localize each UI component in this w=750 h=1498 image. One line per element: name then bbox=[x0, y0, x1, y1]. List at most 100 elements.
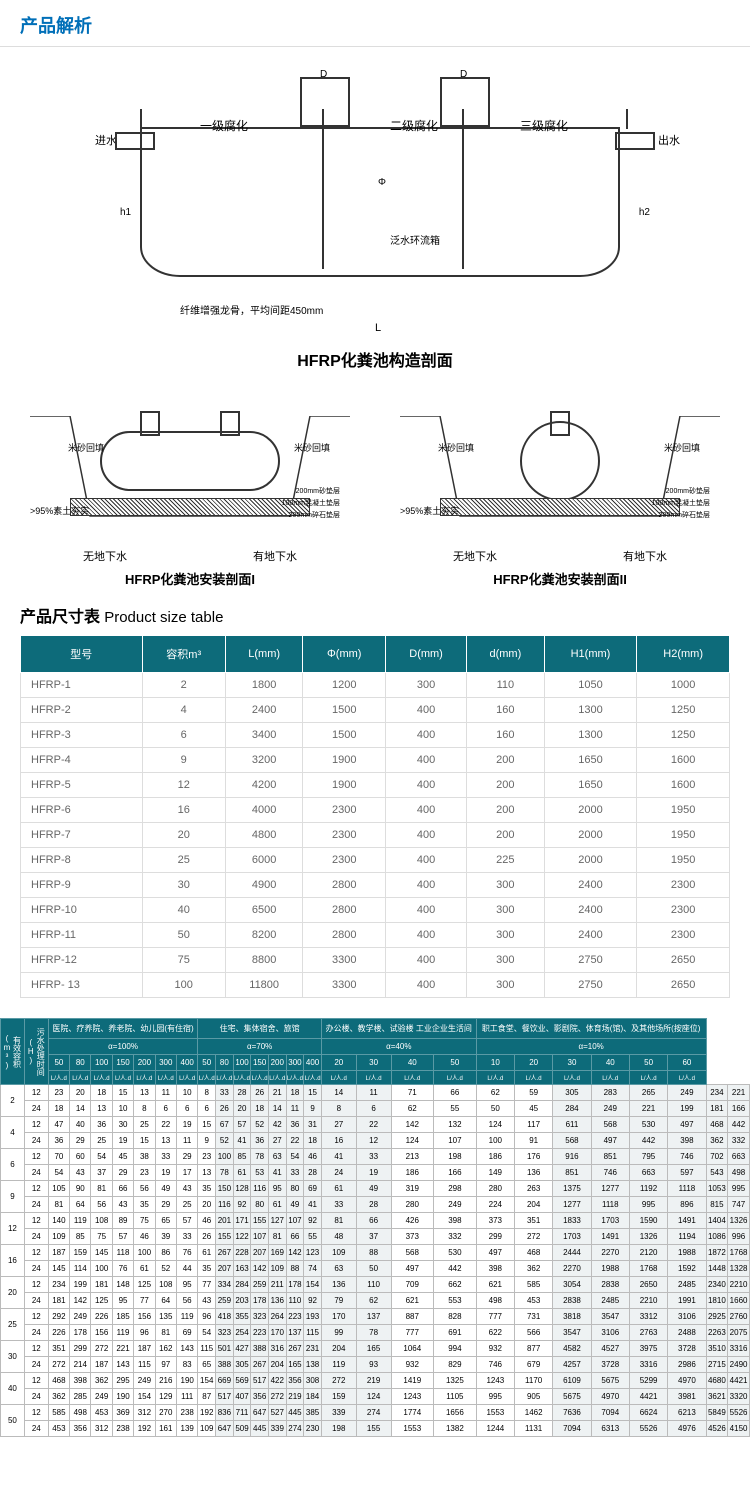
cap-value: 4970 bbox=[668, 1373, 706, 1389]
cap-cell: 12 bbox=[1, 1213, 25, 1245]
cap-value: 1194 bbox=[668, 1229, 706, 1245]
cap-col: 20 bbox=[515, 1055, 553, 1071]
cap-value: 88 bbox=[356, 1245, 391, 1261]
cap-value: 148 bbox=[112, 1277, 133, 1293]
cap-value: 143 bbox=[176, 1341, 197, 1357]
cap-row: 2122320181513111083328262118151411716662… bbox=[1, 1085, 750, 1101]
cap-value: 1243 bbox=[476, 1373, 514, 1389]
cap-value: 4421 bbox=[629, 1389, 667, 1405]
cap-value: 453 bbox=[48, 1421, 69, 1437]
cap-value: 111 bbox=[176, 1389, 197, 1405]
cap-value: 356 bbox=[251, 1389, 269, 1405]
layer-1b: 200mm砂垫层 bbox=[666, 486, 710, 496]
cap-hour: 12 bbox=[24, 1085, 48, 1101]
cap-value: 176 bbox=[515, 1149, 553, 1165]
cap-value: 2490 bbox=[728, 1357, 750, 1373]
cap-row: 5012585498453369312270238192836711647527… bbox=[1, 1405, 750, 1421]
cap-value: 527 bbox=[268, 1405, 286, 1421]
cap-value: 166 bbox=[434, 1165, 477, 1181]
cap-value: 308 bbox=[304, 1373, 322, 1389]
cap-value: 109 bbox=[268, 1261, 286, 1277]
cap-value: 373 bbox=[391, 1229, 434, 1245]
cap-value: 128 bbox=[233, 1181, 251, 1197]
cap-value: 67 bbox=[216, 1117, 234, 1133]
cap-value: 1810 bbox=[706, 1293, 728, 1309]
cap-value: 166 bbox=[728, 1101, 750, 1117]
cap-value: 298 bbox=[434, 1181, 477, 1197]
cap-value: 16 bbox=[321, 1133, 356, 1149]
cap-value: 270 bbox=[155, 1405, 176, 1421]
tank-cross-section-diagram: D D 进水 出水 一级腐化 二级腐化 三级腐化 h1 h2 Φ 泛水环流箱 纤… bbox=[40, 77, 710, 337]
cap-value: 165 bbox=[356, 1341, 391, 1357]
cap-hour: 12 bbox=[24, 1277, 48, 1293]
cap-value: 78 bbox=[356, 1325, 391, 1341]
cap-unit: L/人.d bbox=[321, 1071, 356, 1085]
cap-value: 829 bbox=[434, 1357, 477, 1373]
cap-value: 4257 bbox=[553, 1357, 591, 1373]
layer-3: 200mm碎石垫层 bbox=[289, 510, 340, 520]
cap-hour: 12 bbox=[24, 1149, 48, 1165]
cap-value: 219 bbox=[356, 1373, 391, 1389]
cap-value: 2340 bbox=[706, 1277, 728, 1293]
sand-right-2: 米砂回填 bbox=[664, 441, 700, 454]
cap-value: 2120 bbox=[629, 1245, 667, 1261]
cap-col: 40 bbox=[391, 1055, 434, 1071]
cap-row: 2422617815611996816954323254223170137115… bbox=[1, 1325, 750, 1341]
cap-cell: 6 bbox=[1, 1149, 25, 1181]
cap-value: 199 bbox=[668, 1101, 706, 1117]
cap-value: 77 bbox=[198, 1277, 216, 1293]
cap-value: 851 bbox=[553, 1165, 591, 1181]
cap-value: 181 bbox=[48, 1293, 69, 1309]
cap-value: 181 bbox=[706, 1101, 728, 1117]
cap-value: 213 bbox=[391, 1149, 434, 1165]
cap-value: 53 bbox=[251, 1165, 269, 1181]
cap-value: 702 bbox=[706, 1149, 728, 1165]
cap-value: 777 bbox=[391, 1325, 434, 1341]
cap-value: 2838 bbox=[553, 1293, 591, 1309]
cap-value: 13 bbox=[134, 1085, 155, 1101]
cap-value: 56 bbox=[176, 1293, 197, 1309]
cap-value: 44 bbox=[176, 1261, 197, 1277]
chamber-divider-2 bbox=[462, 109, 464, 269]
cap-value: 14 bbox=[70, 1101, 91, 1117]
size-row: HFRP-121800120030011010501000 bbox=[21, 673, 730, 698]
cap-value: 92 bbox=[304, 1293, 322, 1309]
cap-value: 90 bbox=[70, 1181, 91, 1197]
cap-value: 62 bbox=[356, 1293, 391, 1309]
cap-value: 662 bbox=[434, 1277, 477, 1293]
cap-value: 143 bbox=[112, 1357, 133, 1373]
cap-value: 20 bbox=[233, 1101, 251, 1117]
cap-value: 259 bbox=[251, 1277, 269, 1293]
cap-col: 150 bbox=[251, 1055, 269, 1071]
cap-value: 156 bbox=[91, 1325, 112, 1341]
cap-value: 299 bbox=[476, 1229, 514, 1245]
cap-value: 41 bbox=[304, 1197, 322, 1213]
cap-value: 55 bbox=[304, 1229, 322, 1245]
cap-value: 1419 bbox=[391, 1373, 434, 1389]
cap-value: 110 bbox=[356, 1277, 391, 1293]
cap-value: 203 bbox=[233, 1293, 251, 1309]
cap-row: 2418114212595776456432592031781361109279… bbox=[1, 1293, 750, 1309]
size-header: Φ(mm) bbox=[303, 636, 386, 673]
cap-hour: 12 bbox=[24, 1341, 48, 1357]
cap-value: 71 bbox=[391, 1085, 434, 1101]
main-diagram-area: D D 进水 出水 一级腐化 二级腐化 三级腐化 h1 h2 Φ 泛水环流箱 纤… bbox=[0, 57, 750, 406]
cap-value: 1277 bbox=[553, 1197, 591, 1213]
cap-value: 52 bbox=[251, 1117, 269, 1133]
cap-value: 81 bbox=[268, 1229, 286, 1245]
cap-value: 54 bbox=[91, 1149, 112, 1165]
cap-value: 373 bbox=[476, 1213, 514, 1229]
cap-col: 300 bbox=[155, 1055, 176, 1071]
cap-value: 171 bbox=[233, 1213, 251, 1229]
cap-value: 145 bbox=[48, 1261, 69, 1277]
cap-value: 501 bbox=[216, 1341, 234, 1357]
cap-value: 385 bbox=[304, 1405, 322, 1421]
cap-row: 2454433729231917137861534133282419186166… bbox=[1, 1165, 750, 1181]
cap-cell: 4 bbox=[1, 1117, 25, 1149]
cap-value: 1462 bbox=[515, 1405, 553, 1421]
cap-hour: 24 bbox=[24, 1197, 48, 1213]
cap-value: 18 bbox=[48, 1101, 69, 1117]
cap-col: 400 bbox=[176, 1055, 197, 1071]
cap-value: 2715 bbox=[706, 1357, 728, 1373]
cap-value: 11 bbox=[356, 1085, 391, 1101]
